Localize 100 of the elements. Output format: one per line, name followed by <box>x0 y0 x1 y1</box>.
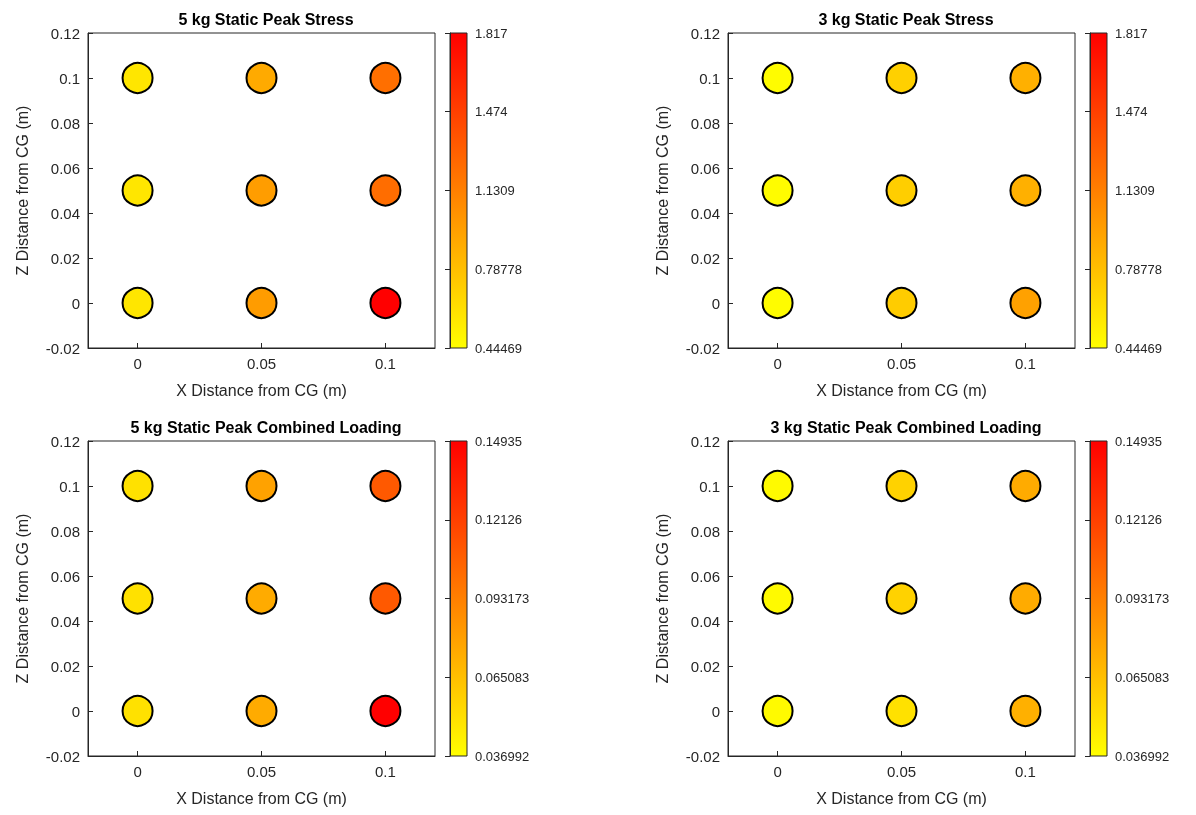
y-tick-label: 0.08 <box>690 522 720 540</box>
y-tick-label: 0.02 <box>50 657 80 675</box>
y-tick-label: 0.02 <box>690 249 720 267</box>
color-bar-label: 1.817 <box>1115 25 1148 41</box>
chart-title: 3 kg Static Peak Stress <box>818 10 994 28</box>
point <box>121 62 154 94</box>
y-tick-label: -0.02 <box>45 339 80 357</box>
x-tick-label: 0 <box>773 355 782 372</box>
point <box>121 695 154 727</box>
point <box>761 174 794 207</box>
color-bar-label: 0.14935 <box>475 433 522 449</box>
y-tick-label: -0.02 <box>45 747 80 765</box>
y-tick-label: 0 <box>71 294 80 312</box>
y-tick-label: 0.12 <box>50 432 80 450</box>
point <box>761 470 794 502</box>
y-axis-title: Z Distance from CG (m) <box>653 513 671 684</box>
x-tick-label: 0.1 <box>375 355 396 372</box>
x-tick-label: 0 <box>133 355 142 372</box>
x-tick-label: 0.05 <box>246 355 277 372</box>
color-bar-label: 0.12126 <box>475 512 522 528</box>
x-tick-label: 0.1 <box>375 763 396 780</box>
chart-title: 5 kg Static Peak Stress <box>178 10 354 28</box>
color-bar-label: 1.817 <box>475 25 508 41</box>
chart-title: 3 kg Static Peak Combined Loading <box>770 418 1042 436</box>
point <box>761 582 794 615</box>
point <box>369 62 402 94</box>
y-tick-label: 0.02 <box>690 657 720 675</box>
point <box>369 174 402 207</box>
point <box>121 470 154 502</box>
point <box>245 62 278 94</box>
color-bar-label: 0.78778 <box>1115 261 1162 277</box>
y-tick-label: 0.04 <box>690 204 720 222</box>
point <box>369 287 402 319</box>
y-tick-label: 0.1 <box>59 477 80 495</box>
point <box>885 62 918 94</box>
y-tick-label: 0 <box>71 702 80 720</box>
y-axis-title: Z Distance from CG (m) <box>13 513 31 684</box>
x-tick-label: 0.1 <box>1015 763 1036 780</box>
point <box>245 582 278 615</box>
color-bar-label: 0.14935 <box>1115 433 1162 449</box>
y-tick-label: 0.12 <box>690 24 720 42</box>
y-tick-label: 0.08 <box>690 114 720 132</box>
point <box>245 287 278 319</box>
point <box>761 695 794 727</box>
y-axis-title: Z Distance from CG (m) <box>653 105 671 276</box>
point <box>121 287 154 319</box>
point <box>761 287 794 319</box>
point <box>885 470 918 502</box>
color-bar-label: 1.474 <box>1115 104 1148 120</box>
color-bar-label: 0.093173 <box>475 590 530 606</box>
y-tick-label: 0 <box>711 294 720 312</box>
x-tick-label: 0.05 <box>246 763 277 780</box>
point <box>121 582 154 615</box>
point <box>245 695 278 727</box>
y-tick-label: 0.1 <box>699 477 720 495</box>
point <box>885 582 918 615</box>
color-bar-label: 1.474 <box>475 104 508 120</box>
y-tick-label: 0.1 <box>59 69 80 87</box>
point <box>1009 174 1042 207</box>
point <box>1009 582 1042 615</box>
y-tick-label: 0.04 <box>50 204 80 222</box>
point <box>885 695 918 727</box>
point <box>885 287 918 319</box>
x-tick-label: 0.05 <box>886 355 917 372</box>
color-bar-label: 1.1309 <box>1115 182 1155 198</box>
y-tick-label: 0.02 <box>50 249 80 267</box>
color-bar-label: 0.065083 <box>1115 669 1170 685</box>
y-tick-label: 0 <box>711 702 720 720</box>
y-tick-label: 0.06 <box>690 567 720 585</box>
point <box>121 174 154 207</box>
y-tick-label: 0.06 <box>50 159 80 177</box>
point <box>1009 695 1042 727</box>
y-tick-label: 0.04 <box>690 612 720 630</box>
x-axis-title: X Distance from CG (m) <box>816 381 987 399</box>
y-axis-title: Z Distance from CG (m) <box>13 105 31 276</box>
color-bar-label: 0.12126 <box>1115 512 1162 528</box>
color-bar-label: 0.44469 <box>1115 340 1162 356</box>
point <box>885 174 918 207</box>
y-tick-label: -0.02 <box>685 339 720 357</box>
x-tick-label: 0 <box>773 763 782 780</box>
y-tick-label: 0.12 <box>690 432 720 450</box>
color-bar-label: 0.093173 <box>1115 590 1170 606</box>
point <box>761 62 794 94</box>
y-tick-label: -0.02 <box>685 747 720 765</box>
y-tick-label: 0.06 <box>50 567 80 585</box>
point <box>1009 62 1042 94</box>
color-bar-label: 1.1309 <box>475 182 515 198</box>
color-bar-label: 0.065083 <box>475 669 530 685</box>
point <box>245 470 278 502</box>
point <box>1009 470 1042 502</box>
point <box>369 470 402 502</box>
y-tick-label: 0.04 <box>50 612 80 630</box>
chart-title: 5 kg Static Peak Combined Loading <box>130 418 402 436</box>
y-tick-label: 0.08 <box>50 522 80 540</box>
x-tick-label: 0.05 <box>886 763 917 780</box>
x-tick-label: 0.1 <box>1015 355 1036 372</box>
color-bar-label: 0.44469 <box>475 340 522 356</box>
x-tick-label: 0 <box>133 763 142 780</box>
y-tick-label: 0.1 <box>699 69 720 87</box>
color-bar-label: 0.036992 <box>475 748 530 764</box>
